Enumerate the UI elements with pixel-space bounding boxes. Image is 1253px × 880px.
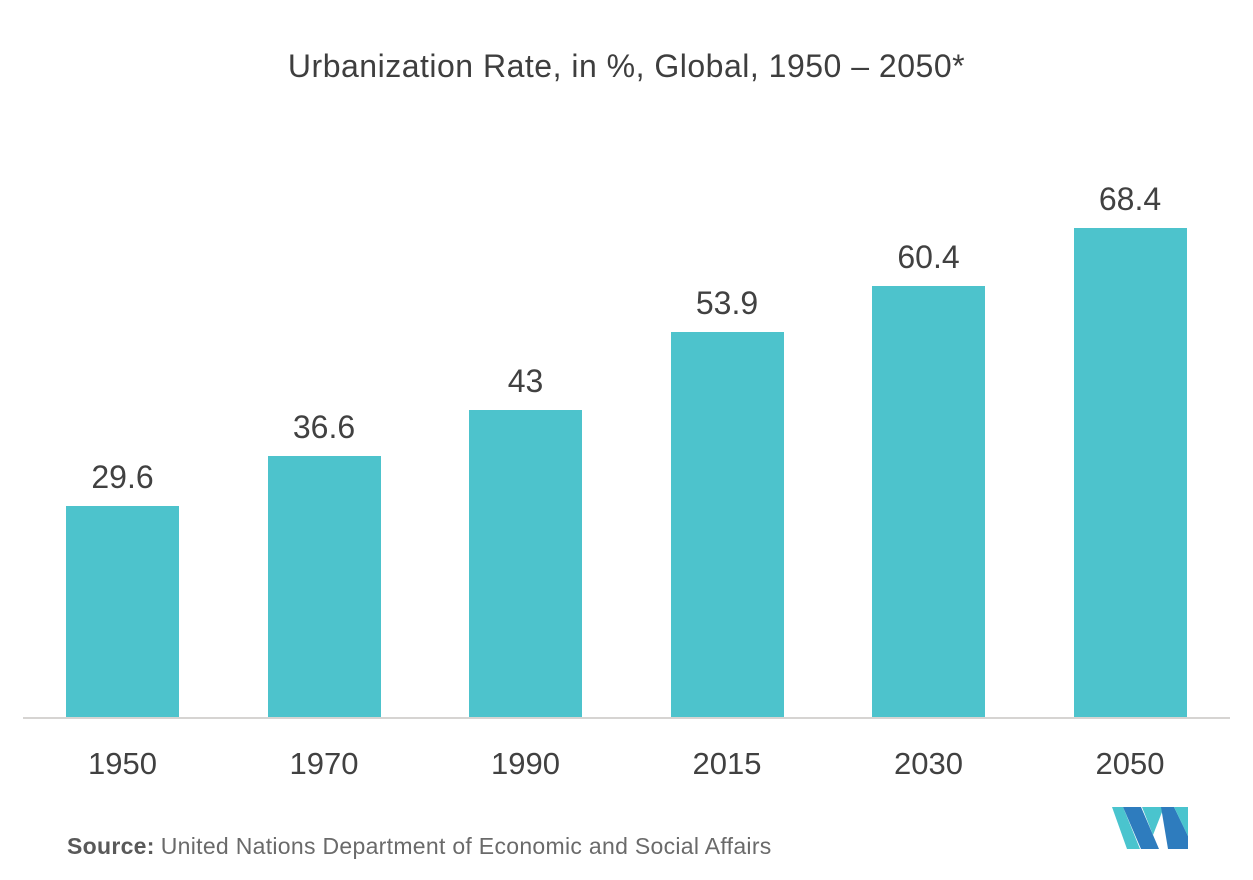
x-axis-label-2050: 2050 bbox=[1095, 746, 1165, 781]
bar-value-1990: 43 bbox=[507, 363, 544, 399]
x-axis-label-1970: 1970 bbox=[289, 746, 359, 781]
bar-value-2050: 68.4 bbox=[1098, 181, 1162, 217]
source-text: United Nations Department of Economic an… bbox=[160, 833, 772, 859]
bar-1970 bbox=[267, 456, 381, 718]
chart-title: Urbanization Rate, in %, Global, 1950 – … bbox=[287, 48, 966, 84]
source-label: Source: bbox=[67, 833, 155, 859]
bar-1950 bbox=[66, 506, 179, 718]
x-axis-label-1950: 1950 bbox=[88, 746, 157, 781]
bar-value-1950: 29.6 bbox=[91, 459, 154, 495]
bar-1990 bbox=[469, 410, 582, 718]
source-row: Source: United Nations Department of Econ… bbox=[67, 833, 772, 860]
x-axis-label-1990: 1990 bbox=[491, 746, 560, 781]
logo-m-icon bbox=[1112, 807, 1188, 849]
mordor-intelligence-logo bbox=[1112, 807, 1188, 849]
bar-2015 bbox=[670, 332, 784, 718]
x-axis-line bbox=[23, 717, 1230, 719]
bar-2030 bbox=[872, 286, 985, 718]
x-axis-label-2030: 2030 bbox=[894, 746, 963, 781]
x-axis-label-2015: 2015 bbox=[692, 746, 762, 781]
bar-2050 bbox=[1073, 228, 1187, 718]
bar-value-2030: 60.4 bbox=[897, 239, 960, 275]
bar-value-2015: 53.9 bbox=[695, 285, 759, 321]
bar-value-1970: 36.6 bbox=[292, 409, 356, 445]
